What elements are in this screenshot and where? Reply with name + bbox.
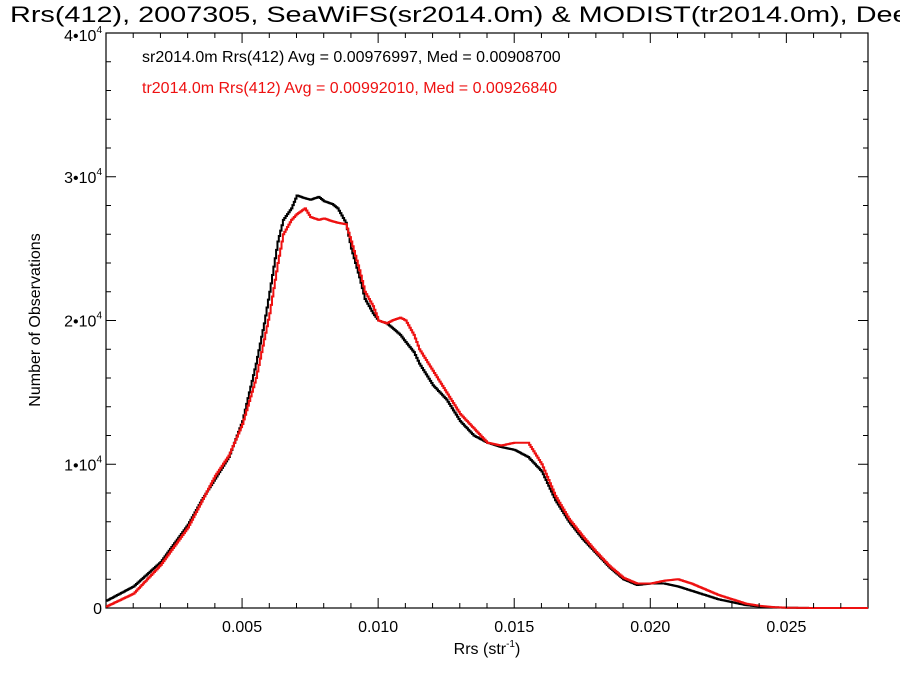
x-axis-label: Rrs (str-1) [454,639,521,658]
series-line-0 [106,194,868,609]
y-tick-label: 3•104 [64,167,102,187]
y-tick-label: 0 [93,601,102,618]
x-axis-label-close: ) [515,641,520,658]
y-tick-label: 4•104 [64,25,102,45]
y-tick-label: 2•104 [64,311,102,331]
x-tick-label: 0.025 [766,619,806,636]
x-axis-label-text: Rrs (str [454,641,507,658]
x-tick-label: 0.015 [494,619,534,636]
y-tick-label: 1•104 [64,454,102,474]
legend-entry-series-1: tr2014.0m Rrs(412) Avg = 0.00992010, Med… [142,80,557,97]
x-axis-label-sup: -1 [506,639,515,650]
legend: sr2014.0m Rrs(412) Avg = 0.00976997, Med… [142,49,561,97]
x-axis-ticks: 0.005 0.010 0.015 0.020 0.025 [132,33,842,636]
y-axis-label: Number of Observations [27,233,44,406]
y-axis-ticks: 0 1•104 2•104 3•104 4•104 [64,25,868,618]
plot-frame [105,32,869,609]
legend-entry-series-0: sr2014.0m Rrs(412) Avg = 0.00976997, Med… [142,49,561,66]
series-layer [106,194,868,609]
series-line-1 [106,207,868,609]
x-tick-label: 0.010 [358,619,398,636]
x-tick-label: 0.020 [630,619,670,636]
plot-area: 0.005 0.010 0.015 0.020 0.025 0 1•104 2•104 3•1… [64,25,869,636]
chart-title: Rrs(412), 2007305, SeaWiFS(sr2014.0m) & … [10,2,900,27]
x-tick-label: 0.005 [222,619,262,636]
